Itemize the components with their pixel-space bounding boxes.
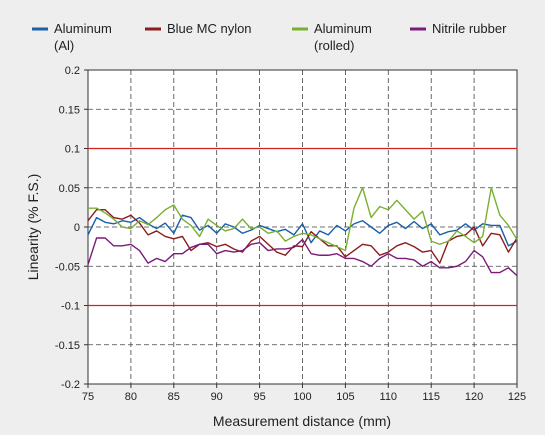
- series-line: [87, 209, 518, 264]
- x-tick-label: 100: [293, 391, 311, 403]
- x-tick-label: 125: [508, 391, 526, 403]
- x-tick-label: 105: [336, 391, 354, 403]
- x-tick-label: 80: [125, 391, 137, 403]
- legend: Aluminum (Al) Blue MC nylon Aluminum (rolled…: [32, 21, 507, 53]
- series-line: [87, 214, 518, 247]
- legend-label: Nitrile rubber: [432, 21, 507, 36]
- grid-lines: [88, 70, 517, 384]
- y-tick-label: -0.1: [61, 301, 80, 313]
- y-tick-label: 0.05: [59, 183, 80, 195]
- legend-label: Aluminum (Al): [54, 21, 112, 53]
- x-tick-label: 120: [465, 391, 483, 403]
- series-line: [87, 237, 518, 277]
- series-line: [88, 187, 518, 252]
- x-tick-label: 115: [422, 391, 440, 403]
- x-tick-label: 95: [253, 391, 265, 403]
- x-tick-label: 75: [82, 391, 94, 403]
- y-tick-label: -0.05: [55, 261, 80, 273]
- series-lines: [87, 187, 518, 277]
- y-tick-label: -0.2: [61, 379, 80, 391]
- x-tick-label: 90: [211, 391, 223, 403]
- y-tick-label: 0.15: [59, 104, 80, 116]
- x-tick-label: 110: [380, 391, 398, 403]
- x-tick-label: 85: [168, 391, 180, 403]
- y-tick-label: -0.15: [55, 340, 80, 352]
- y-tick-label: 0: [74, 222, 80, 234]
- y-tick-label: 0.2: [65, 65, 80, 77]
- legend-label: Blue MC nylon: [167, 21, 252, 36]
- tick-labels: 75 80 85 90 95 100 105 110 115 120 125 -0.2 -0.15 -0.…: [55, 65, 526, 403]
- legend-label: Aluminum (rolled): [314, 21, 372, 53]
- reference-lines: [88, 147, 517, 307]
- y-tick-label: 0.1: [65, 144, 80, 156]
- y-axis-title: Linearity (% F.S.): [25, 174, 41, 281]
- x-axis-title: Measurement distance (mm): [213, 413, 391, 429]
